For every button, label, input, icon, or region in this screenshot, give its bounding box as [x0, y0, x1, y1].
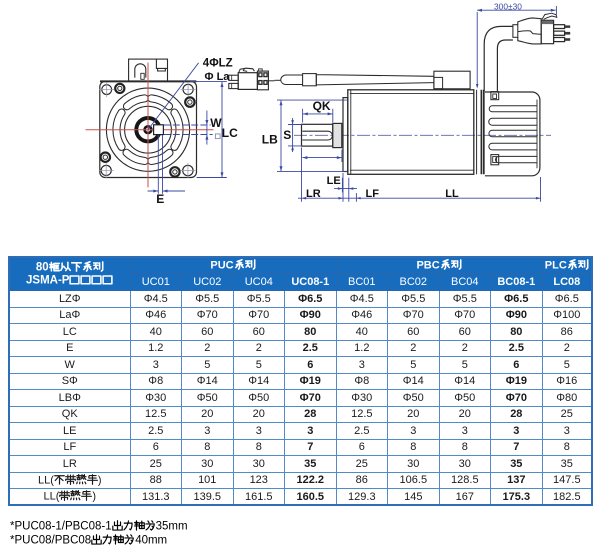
svg-text:QK: QK: [313, 99, 331, 113]
svg-text:LR: LR: [306, 188, 321, 200]
svg-text:LL: LL: [445, 188, 459, 200]
svg-text:W: W: [210, 116, 222, 130]
svg-text:S: S: [283, 128, 291, 142]
svg-text:300±30: 300±30: [494, 1, 522, 11]
svg-text:4ΦLZ: 4ΦLZ: [203, 58, 233, 70]
svg-text:LC: LC: [222, 126, 238, 140]
svg-text:LE: LE: [327, 175, 341, 187]
svg-text:LF: LF: [366, 188, 380, 200]
svg-text:LB: LB: [262, 132, 278, 146]
svg-text:Φ La: Φ La: [205, 71, 231, 83]
svg-text:E: E: [156, 192, 164, 206]
